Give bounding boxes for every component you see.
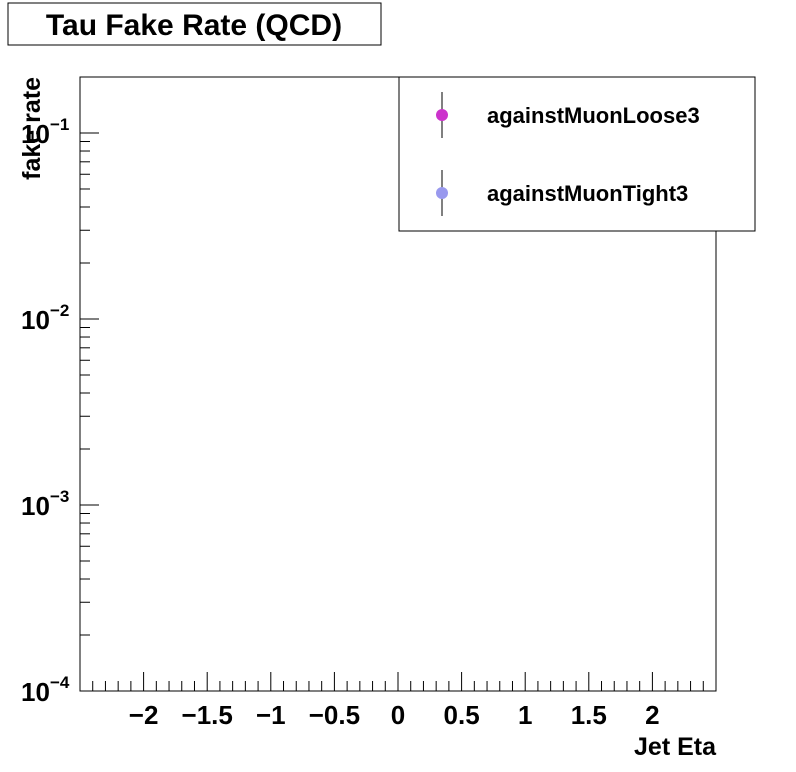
x-tick-label: −0.5 — [309, 700, 360, 730]
legend-marker — [436, 187, 448, 199]
y-tick-label: 10 −2 — [21, 301, 69, 335]
y-tick-label: 10 −4 — [21, 673, 70, 707]
x-tick-label: −1.5 — [182, 700, 233, 730]
y-tick-base: 10 — [21, 677, 50, 707]
title-box: Tau Fake Rate (QCD) — [7, 2, 382, 46]
x-axis-ticks — [92, 672, 704, 691]
legend-marker — [436, 109, 448, 121]
y-tick-exponent: −4 — [50, 673, 70, 692]
x-tick-label: 1 — [518, 700, 532, 730]
x-axis-tick-labels: −2 −1.5 −1 −0.5 0 0.5 1 1.5 2 — [129, 700, 660, 730]
y-tick-base: 10 — [21, 305, 50, 335]
x-axis-label: Jet Eta — [634, 733, 717, 761]
x-tick-label: 1.5 — [571, 700, 607, 730]
y-tick-exponent: −1 — [50, 115, 69, 134]
chart-title: Tau Fake Rate (QCD) — [46, 9, 342, 42]
title-frame — [7, 2, 382, 46]
y-tick-label: 10 −1 — [21, 115, 69, 149]
x-tick-label: −2 — [129, 700, 159, 730]
y-tick-base: 10 — [21, 119, 50, 149]
x-tick-label: 0 — [391, 700, 405, 730]
x-tick-label: 2 — [645, 700, 659, 730]
y-tick-base: 10 — [21, 491, 50, 521]
legend-label: againstMuonLoose3 — [487, 103, 700, 128]
legend-entry-tight: againstMuonTight3 — [436, 170, 688, 216]
legend: againstMuonLoose3 againstMuonTight3 — [398, 76, 756, 232]
legend-frame — [398, 76, 756, 232]
y-tick-label: 10 −3 — [21, 487, 69, 521]
y-axis-tick-labels: 10−410−310−210−1 — [21, 115, 70, 707]
legend-label: againstMuonTight3 — [487, 181, 688, 206]
y-tick-exponent: −3 — [50, 487, 69, 506]
x-tick-label: −1 — [256, 700, 286, 730]
x-tick-label: 0.5 — [444, 700, 480, 730]
y-axis-ticks — [80, 76, 99, 692]
legend-entry-loose: againstMuonLoose3 — [436, 92, 700, 138]
y-axis-label: fake rate — [18, 77, 46, 180]
y-tick-exponent: −2 — [50, 301, 69, 320]
